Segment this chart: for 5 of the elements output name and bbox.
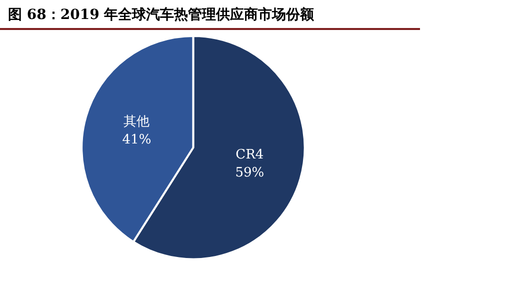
- slice-label: 其他: [124, 114, 150, 130]
- data-label: 59%: [235, 166, 264, 181]
- data-label: 41%: [122, 132, 152, 148]
- slice-label: CR4: [236, 148, 264, 163]
- chart-title: 图 68：2019 年全球汽车热管理供应商市场份额: [8, 6, 314, 24]
